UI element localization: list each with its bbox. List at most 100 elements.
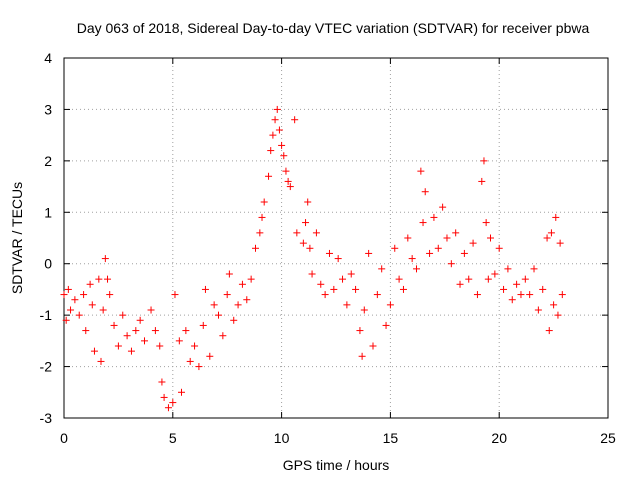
data-point bbox=[186, 357, 194, 365]
data-point bbox=[491, 270, 499, 278]
y-tick-labels: -3 -2 -1 0 1 2 3 4 bbox=[40, 50, 53, 426]
x-axis-label: GPS time / hours bbox=[283, 457, 390, 473]
data-point bbox=[325, 249, 333, 257]
x-tick-label: 25 bbox=[600, 430, 616, 446]
data-point bbox=[360, 306, 368, 314]
data-point bbox=[225, 270, 233, 278]
data-point bbox=[147, 306, 155, 314]
data-point bbox=[191, 342, 199, 350]
data-point bbox=[419, 219, 427, 227]
data-point bbox=[443, 234, 451, 242]
data-point bbox=[136, 316, 144, 324]
data-point bbox=[460, 249, 468, 257]
data-point bbox=[101, 255, 109, 263]
data-point bbox=[64, 285, 72, 293]
data-point bbox=[141, 337, 149, 345]
data-point bbox=[356, 327, 364, 335]
data-point bbox=[214, 311, 222, 319]
data-point bbox=[182, 327, 190, 335]
data-point bbox=[60, 291, 68, 299]
data-point bbox=[508, 296, 516, 304]
plot-frame bbox=[63, 57, 609, 419]
data-point bbox=[230, 316, 238, 324]
data-point bbox=[321, 291, 329, 299]
data-point bbox=[386, 301, 394, 309]
data-point bbox=[547, 229, 555, 237]
data-point bbox=[312, 229, 320, 237]
data-point bbox=[110, 321, 118, 329]
data-point bbox=[106, 291, 114, 299]
data-point bbox=[234, 301, 242, 309]
data-point bbox=[223, 291, 231, 299]
data-point bbox=[171, 291, 179, 299]
y-tick-label: -1 bbox=[40, 307, 53, 323]
data-point bbox=[151, 327, 159, 335]
data-point bbox=[439, 203, 447, 211]
data-point bbox=[534, 306, 542, 314]
grid bbox=[64, 58, 608, 418]
data-point bbox=[80, 291, 88, 299]
data-point bbox=[482, 219, 490, 227]
chart-title: Day 063 of 2018, Sidereal Day-to-day VTE… bbox=[77, 20, 590, 36]
data-point bbox=[67, 306, 75, 314]
data-point bbox=[556, 239, 564, 247]
data-point bbox=[75, 311, 83, 319]
x-tick-label: 5 bbox=[169, 430, 177, 446]
data-point bbox=[158, 378, 166, 386]
data-point bbox=[160, 393, 168, 401]
data-point bbox=[265, 172, 273, 180]
data-point bbox=[434, 244, 442, 252]
data-point bbox=[178, 388, 186, 396]
data-point bbox=[365, 249, 373, 257]
data-point bbox=[526, 291, 534, 299]
data-point bbox=[545, 327, 553, 335]
data-point bbox=[99, 306, 107, 314]
data-point bbox=[408, 255, 416, 263]
data-point bbox=[486, 234, 494, 242]
data-point bbox=[104, 275, 112, 283]
data-point bbox=[521, 275, 529, 283]
data-point bbox=[238, 280, 246, 288]
data-point bbox=[391, 244, 399, 252]
data-point bbox=[382, 321, 390, 329]
data-point bbox=[369, 342, 377, 350]
data-point bbox=[306, 244, 314, 252]
data-point bbox=[330, 285, 338, 293]
x-tick-label: 0 bbox=[60, 430, 68, 446]
y-tick-label: 4 bbox=[44, 50, 52, 66]
data-point bbox=[517, 291, 525, 299]
data-point bbox=[114, 342, 122, 350]
data-point bbox=[530, 265, 538, 273]
x-tick-label: 10 bbox=[274, 430, 290, 446]
data-point bbox=[473, 291, 481, 299]
data-point bbox=[251, 244, 259, 252]
data-point bbox=[90, 347, 98, 355]
data-point bbox=[373, 291, 381, 299]
data-point bbox=[404, 234, 412, 242]
y-tick-label: 1 bbox=[44, 204, 52, 220]
data-point bbox=[539, 285, 547, 293]
data-point bbox=[343, 301, 351, 309]
data-point bbox=[169, 399, 177, 407]
axis-ticks bbox=[63, 57, 609, 419]
data-point bbox=[378, 265, 386, 273]
data-point bbox=[243, 296, 251, 304]
data-point bbox=[119, 311, 127, 319]
y-tick-label: -3 bbox=[40, 410, 53, 426]
data-point bbox=[278, 141, 286, 149]
data-point bbox=[293, 229, 301, 237]
data-point bbox=[267, 147, 275, 155]
y-tick-label: 3 bbox=[44, 101, 52, 117]
data-point bbox=[554, 311, 562, 319]
data-point bbox=[86, 280, 94, 288]
data-point bbox=[258, 213, 266, 221]
data-point bbox=[256, 229, 264, 237]
data-point bbox=[426, 249, 434, 257]
data-point bbox=[210, 301, 218, 309]
data-point bbox=[513, 280, 521, 288]
data-point bbox=[82, 327, 90, 335]
data-point bbox=[269, 131, 277, 139]
data-points bbox=[60, 105, 566, 412]
data-point bbox=[299, 239, 307, 247]
